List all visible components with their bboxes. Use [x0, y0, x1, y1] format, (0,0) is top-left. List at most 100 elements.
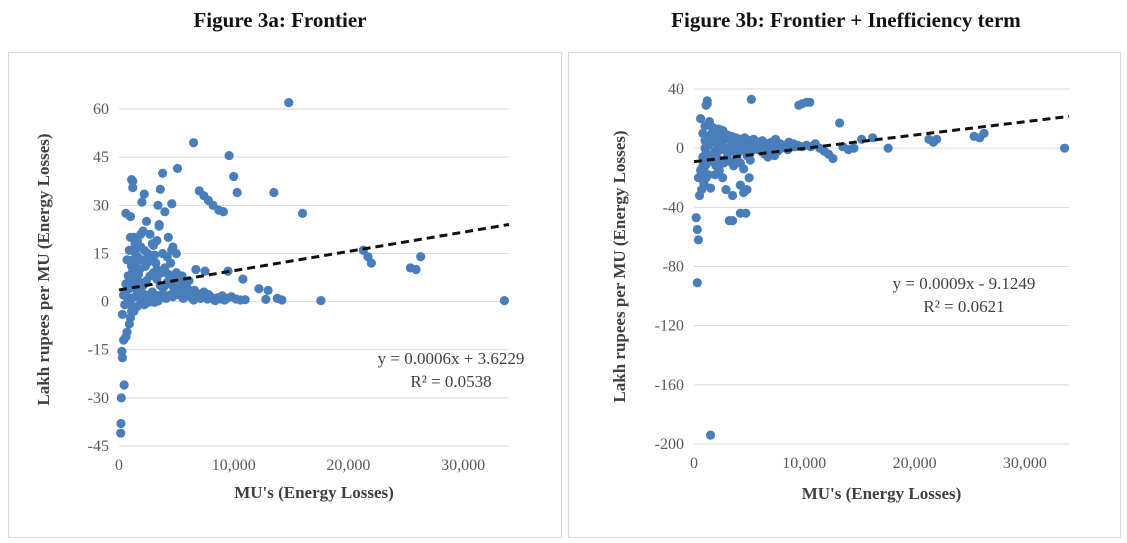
y-axis-title: Lakh rupees per MU (Energy Losses)	[610, 130, 629, 402]
data-point	[883, 143, 893, 153]
data-point	[297, 208, 308, 218]
y-tick-label: 15	[93, 245, 109, 262]
data-point	[708, 122, 718, 133]
data-point	[154, 221, 164, 231]
data-point	[129, 232, 139, 243]
trendline	[693, 114, 1070, 164]
trendline-r-squared: R² = 0.0621	[923, 297, 1004, 316]
data-point	[728, 190, 738, 201]
data-point	[272, 293, 282, 303]
data-point	[693, 235, 704, 245]
data-point	[805, 97, 815, 107]
data-point	[932, 134, 942, 144]
data-point	[746, 94, 756, 104]
data-point	[744, 173, 754, 183]
data-point	[117, 309, 128, 320]
data-point	[218, 207, 228, 217]
data-point	[691, 213, 701, 223]
data-point	[116, 393, 126, 403]
data-points	[691, 94, 1070, 440]
data-point	[849, 143, 859, 153]
x-tick-label: 10,000	[212, 457, 256, 474]
data-point	[191, 264, 201, 275]
figure-3a-title: Figure 3a: Frontier	[193, 8, 367, 32]
data-point	[157, 248, 168, 259]
data-point	[739, 164, 749, 174]
data-point	[188, 138, 199, 148]
scatter-chart-3a: -45 -30 -15 0 15 30 45 60 0 10,000 20,000 30,000 MU'…	[34, 98, 524, 502]
y-tick-label: -30	[88, 390, 109, 407]
data-point	[122, 327, 132, 337]
data-point	[141, 216, 152, 226]
data-point	[718, 173, 728, 183]
scatter-chart-3b: -200 -160 -120 -80 -40 0 40 0 10,000 20,000 30,000…	[610, 81, 1070, 503]
data-point	[144, 256, 154, 267]
y-tick-label: 60	[93, 101, 109, 118]
data-point	[167, 199, 177, 209]
data-point	[728, 216, 738, 226]
data-point	[200, 266, 210, 276]
data-point	[828, 153, 838, 164]
data-point	[366, 258, 376, 268]
chart-panel-3a: -45 -30 -15 0 15 30 45 60 0 10,000 20,000 30,000 MU'…	[8, 52, 562, 538]
data-point	[701, 100, 711, 110]
data-point	[128, 274, 138, 284]
data-point	[698, 128, 708, 138]
y-tick-label: -45	[88, 438, 109, 455]
data-point	[692, 224, 702, 235]
data-point	[284, 98, 294, 108]
data-point	[411, 264, 421, 275]
data-point	[138, 226, 148, 236]
data-point	[263, 285, 273, 295]
data-point	[1059, 143, 1070, 153]
y-tick-label: -120	[655, 318, 684, 335]
figure-3b-title: Figure 3b: Frontier + Inefficiency term	[671, 8, 1021, 32]
data-points	[116, 98, 510, 438]
trendline-r-squared: R² = 0.0538	[410, 372, 491, 391]
y-axis-title: Lakh rupees per MU (Energy Losses)	[34, 133, 53, 405]
y-tick-label: -15	[88, 342, 109, 359]
x-tick-label: 30,000	[441, 457, 485, 474]
data-point	[117, 346, 127, 356]
y-tick-label: -200	[655, 436, 684, 453]
data-point	[705, 183, 716, 193]
data-point	[128, 183, 138, 193]
data-point	[745, 155, 755, 165]
y-tick-label: 30	[93, 197, 109, 214]
data-point	[238, 274, 248, 284]
x-tick-label: 10,000	[782, 455, 826, 472]
y-tick-label: -80	[663, 259, 684, 276]
y-tick-label: 0	[676, 140, 684, 157]
chart-panel-3b: -200 -160 -120 -80 -40 0 40 0 10,000 20,000 30,000…	[568, 52, 1121, 538]
data-point	[269, 187, 279, 198]
data-point	[224, 150, 234, 161]
data-point	[240, 295, 250, 305]
data-point	[710, 170, 720, 180]
data-point	[153, 200, 163, 210]
data-point	[127, 175, 137, 185]
data-point	[254, 284, 264, 294]
data-point	[232, 187, 242, 198]
data-point	[157, 168, 168, 178]
data-point	[116, 428, 126, 438]
data-point	[692, 278, 702, 288]
x-tick-label: 0	[690, 455, 698, 472]
data-point	[696, 113, 706, 124]
data-point	[155, 184, 165, 194]
data-point	[137, 294, 147, 304]
data-point	[741, 208, 751, 218]
data-point	[132, 252, 142, 262]
x-tick-label: 30,000	[1003, 455, 1047, 472]
data-point	[163, 232, 173, 243]
x-axis-title: MU's (Energy Losses)	[802, 484, 962, 503]
data-point	[210, 296, 220, 306]
data-point	[735, 180, 745, 190]
x-tick-label: 20,000	[326, 457, 370, 474]
data-point	[149, 250, 160, 260]
data-point	[152, 236, 162, 246]
data-point	[499, 296, 510, 306]
y-tick-label: -40	[663, 199, 684, 216]
data-point	[416, 252, 426, 262]
data-point	[316, 296, 326, 306]
data-point	[160, 207, 170, 217]
